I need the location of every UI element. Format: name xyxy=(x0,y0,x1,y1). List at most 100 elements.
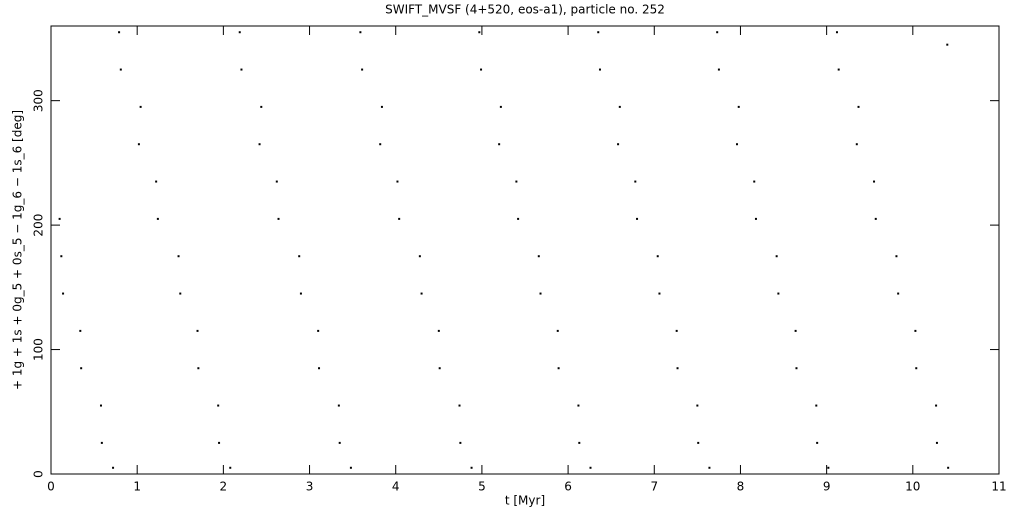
point xyxy=(238,31,241,34)
point xyxy=(480,68,483,71)
x-tick-label: 8 xyxy=(737,480,745,494)
point xyxy=(636,217,639,220)
point xyxy=(578,441,581,444)
point xyxy=(58,217,61,220)
point xyxy=(557,367,560,370)
point xyxy=(827,466,830,469)
x-tick-label: 1 xyxy=(133,480,141,494)
point xyxy=(873,180,876,183)
point xyxy=(100,441,103,444)
point xyxy=(119,68,122,71)
x-tick-label: 4 xyxy=(392,480,400,494)
point xyxy=(197,367,200,370)
point xyxy=(895,255,898,258)
y-tick-label: 300 xyxy=(32,89,46,112)
point xyxy=(179,292,182,295)
y-tick-label: 200 xyxy=(32,214,46,237)
point xyxy=(753,180,756,183)
point xyxy=(99,404,102,407)
point xyxy=(716,31,719,34)
point xyxy=(656,255,659,258)
point xyxy=(155,180,158,183)
point xyxy=(318,367,321,370)
point xyxy=(675,329,678,332)
point xyxy=(218,441,221,444)
point xyxy=(754,217,757,220)
point xyxy=(795,367,798,370)
point xyxy=(338,441,341,444)
point xyxy=(396,180,399,183)
x-tick-label: 9 xyxy=(823,480,831,494)
point xyxy=(380,105,383,108)
point xyxy=(260,105,263,108)
point xyxy=(597,31,600,34)
point xyxy=(498,143,501,146)
point xyxy=(935,441,938,444)
point xyxy=(737,105,740,108)
point xyxy=(775,255,778,258)
point xyxy=(815,404,818,407)
point xyxy=(658,292,661,295)
point xyxy=(437,329,440,332)
point xyxy=(634,180,637,183)
point xyxy=(794,329,797,332)
point xyxy=(420,292,423,295)
point xyxy=(337,404,340,407)
point xyxy=(478,31,481,34)
point xyxy=(589,466,592,469)
point xyxy=(112,466,115,469)
point xyxy=(80,367,83,370)
point xyxy=(914,329,917,332)
point xyxy=(947,466,950,469)
y-tick-label: 0 xyxy=(32,470,46,478)
point xyxy=(837,68,840,71)
x-tick-label: 7 xyxy=(650,480,658,494)
x-tick-label: 5 xyxy=(478,480,486,494)
point xyxy=(277,217,280,220)
point xyxy=(855,143,858,146)
point xyxy=(349,466,352,469)
point xyxy=(361,68,364,71)
point xyxy=(258,143,261,146)
point xyxy=(60,255,63,258)
point xyxy=(517,217,520,220)
point xyxy=(816,441,819,444)
x-tick-label: 0 xyxy=(47,480,55,494)
point xyxy=(696,404,699,407)
point xyxy=(874,217,877,220)
point xyxy=(317,329,320,332)
point xyxy=(946,43,949,46)
point xyxy=(418,255,421,258)
x-tick-label: 3 xyxy=(306,480,314,494)
point xyxy=(299,292,302,295)
point xyxy=(697,441,700,444)
point xyxy=(217,404,220,407)
point xyxy=(398,217,401,220)
point xyxy=(717,68,720,71)
point xyxy=(857,105,860,108)
y-tick-label: 100 xyxy=(32,338,46,361)
point xyxy=(458,404,461,407)
point xyxy=(359,31,362,34)
point xyxy=(935,404,938,407)
x-tick-label: 10 xyxy=(905,480,920,494)
point xyxy=(676,367,679,370)
point xyxy=(598,68,601,71)
point xyxy=(156,217,159,220)
point xyxy=(438,367,441,370)
point xyxy=(240,68,243,71)
chart-title: SWIFT_MVSF (4+520, eos-a1), particle no.… xyxy=(385,3,665,17)
point xyxy=(736,143,739,146)
point xyxy=(459,441,462,444)
plot-frame xyxy=(50,25,1000,475)
point xyxy=(177,255,180,258)
point xyxy=(539,292,542,295)
x-tick-label: 6 xyxy=(564,480,572,494)
point xyxy=(118,31,121,34)
point xyxy=(515,180,518,183)
point xyxy=(617,143,620,146)
point xyxy=(379,143,382,146)
point xyxy=(556,329,559,332)
point xyxy=(229,466,232,469)
